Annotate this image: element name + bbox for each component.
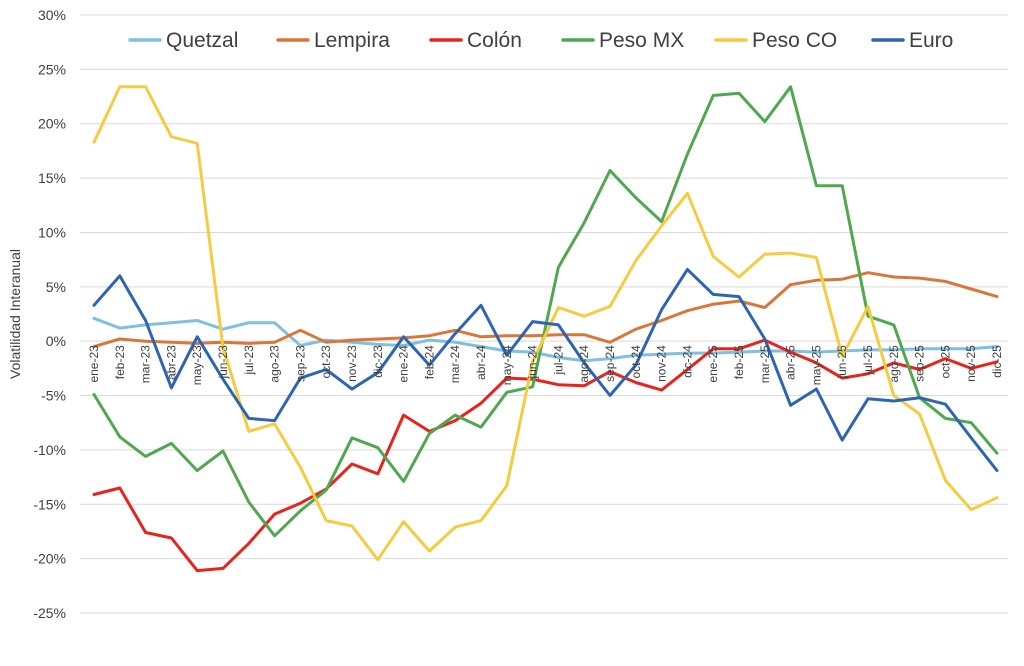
x-tick-label: nov-24 (655, 345, 669, 382)
y-tick-label: 5% (46, 279, 66, 295)
x-tick-label: ene-25 (706, 345, 720, 383)
x-tick-label: ago-24 (577, 345, 591, 383)
series-line-colón (92, 338, 999, 573)
x-tick-label: ene-24 (397, 345, 411, 383)
legend: Quetzal Lempira Colón Peso MX Peso CO Euro (128, 29, 953, 52)
x-tick-label: may-25 (809, 345, 823, 385)
x-tick-label: mar-24 (448, 345, 462, 383)
y-tick-label: 15% (38, 170, 66, 186)
legend-item: Peso CO (714, 29, 837, 52)
y-tick-label: 20% (38, 116, 66, 132)
x-tick-label: oct-24 (629, 345, 643, 379)
legend-item: Colón (429, 29, 522, 52)
x-tick-label: mar-25 (758, 345, 772, 383)
x-tick-label: ago-23 (268, 345, 282, 383)
y-tick-label: 10% (38, 224, 66, 240)
y-tick-label: 25% (38, 61, 66, 77)
x-tick-label: feb-25 (732, 345, 746, 379)
legend-label: Colón (467, 29, 522, 52)
series-line-peso-co (92, 85, 999, 562)
y-tick-label: -10% (33, 442, 66, 458)
x-tick-label: oct-23 (319, 345, 333, 379)
x-axis: ene-23 feb-23 mar-23 abr-23 may-23 jun-23 jul-… (87, 345, 1004, 385)
x-tick-label: dic-24 (680, 345, 694, 378)
x-tick-label: abr-24 (474, 345, 488, 380)
x-tick-label: feb-23 (113, 345, 127, 379)
x-tick-label: abr-23 (164, 345, 178, 380)
x-tick-label: sep-25 (913, 345, 927, 382)
y-tick-label: -15% (33, 496, 66, 512)
x-tick-label: nov-25 (964, 345, 978, 382)
y-tick-label: -20% (33, 551, 66, 567)
legend-label: Peso MX (599, 29, 684, 52)
x-tick-label: dic-23 (371, 345, 385, 378)
series-line-euro (92, 267, 999, 473)
y-axis: -25% -20% -15% -10% -5% 0% 5% 10% 15% 20% 25% 30% (33, 7, 66, 621)
x-tick-label: jul-24 (551, 345, 565, 376)
x-tick-label: ago-25 (887, 345, 901, 383)
legend-item: Peso MX (561, 29, 684, 52)
series-line-peso-mx (92, 85, 999, 538)
y-tick-label: 0% (46, 333, 66, 349)
x-tick-label: jul-23 (242, 345, 256, 376)
x-tick-label: nov-23 (345, 345, 359, 382)
x-tick-label: sep-23 (293, 345, 307, 382)
legend-item: Euro (871, 29, 953, 52)
y-axis-title: Volatilidad Interanual (7, 249, 23, 379)
y-tick-label: -5% (41, 388, 66, 404)
legend-label: Euro (909, 29, 953, 52)
x-tick-label: jun-23 (216, 345, 230, 380)
plot-area (92, 85, 999, 573)
x-tick-label: may-24 (500, 345, 514, 385)
legend-item: Lempira (276, 29, 390, 52)
y-tick-label: -25% (33, 605, 66, 621)
x-tick-label: jun-25 (835, 345, 849, 380)
x-tick-label: abr-25 (784, 345, 798, 380)
x-tick-label: jul-25 (861, 345, 875, 376)
y-tick-label: 30% (38, 7, 66, 23)
x-tick-label: jun-24 (526, 345, 540, 380)
x-tick-label: mar-23 (139, 345, 153, 383)
x-tick-label: dic-25 (990, 345, 1004, 378)
x-tick-label: sep-24 (603, 345, 617, 382)
legend-label: Peso CO (752, 29, 837, 52)
x-tick-label: oct-25 (938, 345, 952, 379)
x-tick-label: may-23 (190, 345, 204, 385)
legend-item: Quetzal (128, 29, 238, 52)
x-tick-label: ene-23 (87, 345, 101, 383)
x-tick-label: feb-24 (422, 345, 436, 379)
legend-label: Lempira (314, 29, 390, 52)
legend-label: Quetzal (166, 29, 238, 52)
